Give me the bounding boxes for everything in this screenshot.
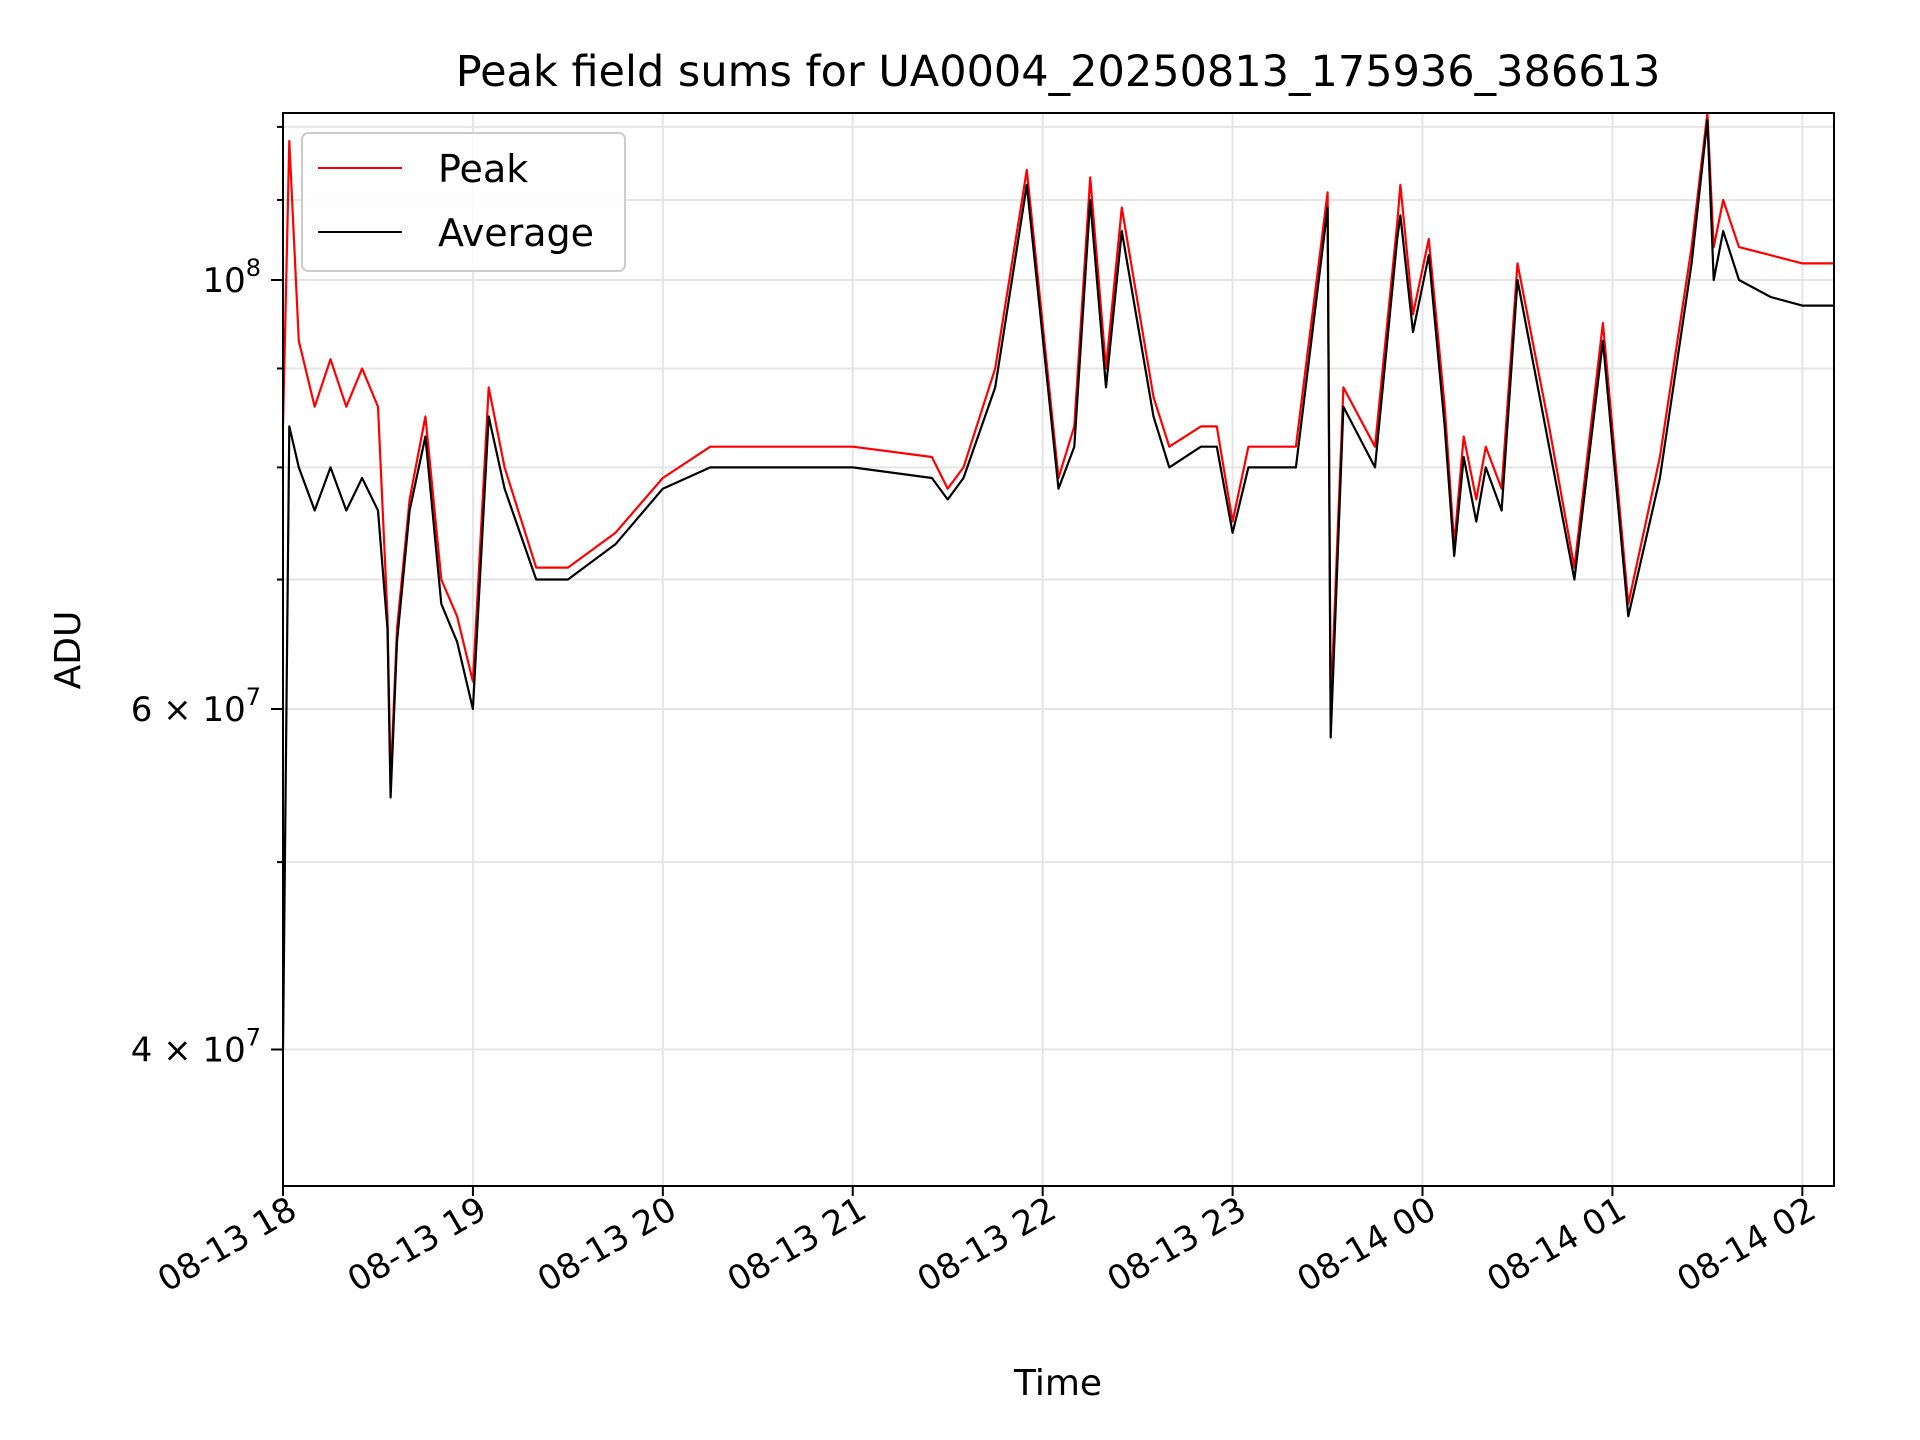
legend: Peak Average (301, 132, 626, 272)
y-axis-label: ADU (48, 611, 89, 690)
y-tick-label: 6 × 107 (131, 683, 261, 730)
series-line-peak (281, 111, 1834, 784)
legend-label-peak: Peak (438, 147, 528, 191)
x-axis-label: Time (1013, 1363, 1102, 1404)
plot-frame (282, 112, 1835, 1187)
series-lines (281, 111, 1834, 1050)
y-tick-label: 4 × 107 (131, 1024, 261, 1071)
chart-title: Peak field sums for UA0004_20250813_1759… (456, 47, 1661, 97)
legend-label-average: Average (438, 211, 594, 255)
series-line-average (281, 118, 1834, 1050)
